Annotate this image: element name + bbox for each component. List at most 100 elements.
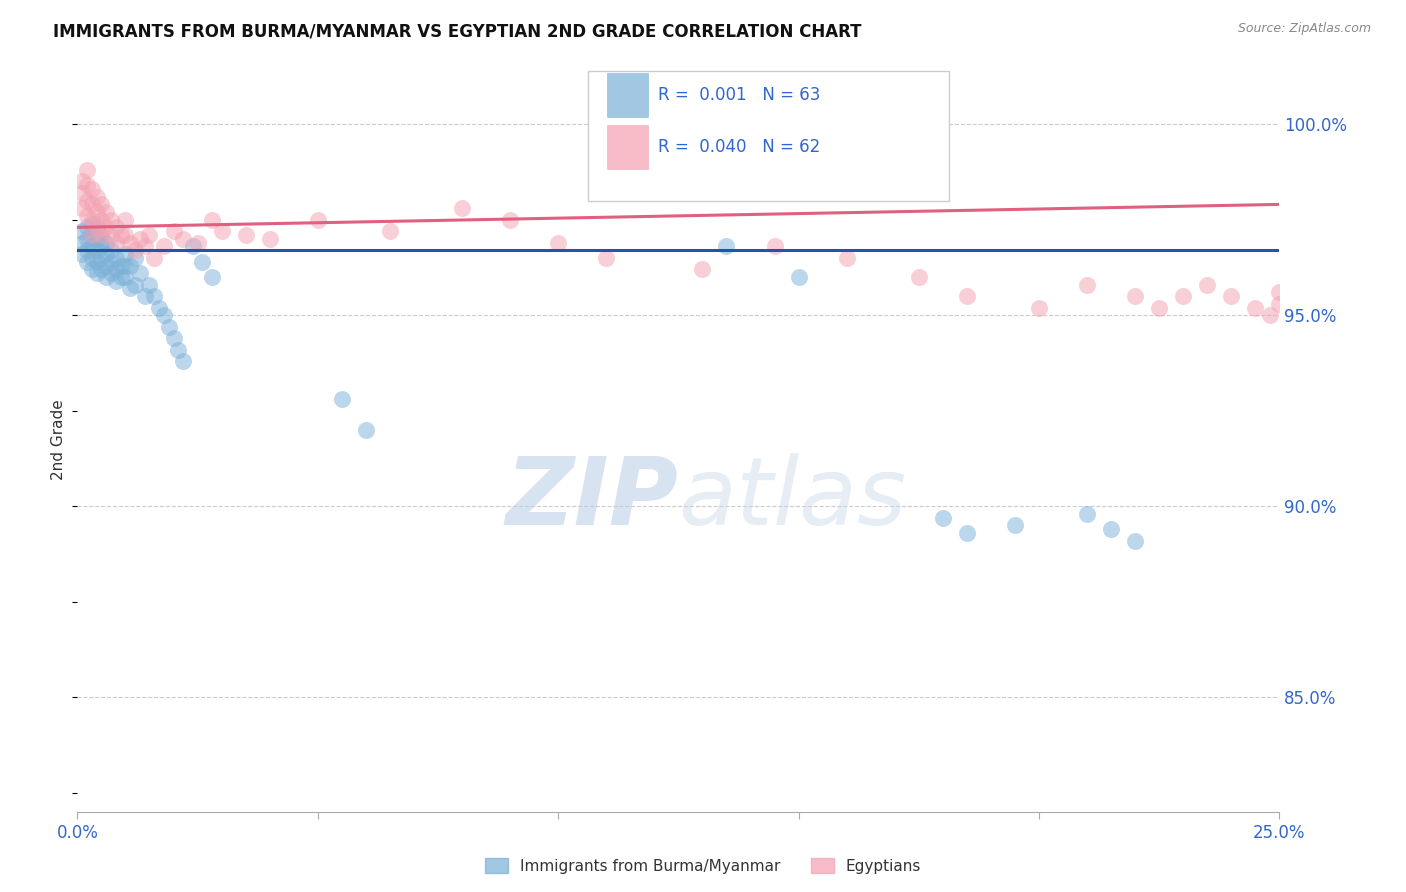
- Point: [86, 220, 108, 235]
- Point: [76, 178, 98, 193]
- Point: [70, 186, 93, 200]
- Point: [138, 227, 160, 242]
- Point: [1268, 285, 1291, 300]
- Point: [235, 227, 257, 242]
- Point: [80, 182, 103, 196]
- Point: [90, 212, 112, 227]
- Point: [956, 289, 979, 303]
- Point: [100, 244, 122, 258]
- Point: [162, 331, 184, 345]
- Point: [201, 270, 224, 285]
- Point: [104, 262, 127, 277]
- Point: [157, 319, 180, 334]
- Point: [70, 174, 93, 188]
- Point: [86, 220, 108, 235]
- Point: [1099, 522, 1122, 536]
- Point: [80, 262, 103, 277]
- Point: [76, 254, 98, 268]
- Point: [307, 212, 329, 227]
- Point: [96, 259, 118, 273]
- Point: [451, 201, 474, 215]
- Point: [104, 220, 127, 235]
- Point: [70, 224, 93, 238]
- Point: [153, 239, 176, 253]
- Text: IMMIGRANTS FROM BURMA/MYANMAR VS EGYPTIAN 2ND GRADE CORRELATION CHART: IMMIGRANTS FROM BURMA/MYANMAR VS EGYPTIA…: [53, 22, 862, 40]
- Point: [1173, 289, 1195, 303]
- Point: [716, 239, 738, 253]
- Point: [148, 301, 170, 315]
- Point: [1076, 507, 1098, 521]
- Point: [86, 254, 108, 268]
- Point: [1197, 277, 1219, 292]
- Point: [100, 227, 122, 242]
- Point: [378, 224, 401, 238]
- Text: atlas: atlas: [679, 453, 907, 544]
- Point: [956, 525, 979, 540]
- Point: [90, 197, 112, 211]
- FancyBboxPatch shape: [607, 125, 648, 169]
- Point: [1076, 277, 1098, 292]
- Point: [1028, 301, 1050, 315]
- Point: [787, 270, 810, 285]
- Point: [110, 259, 132, 273]
- Point: [104, 274, 127, 288]
- Point: [1123, 533, 1146, 548]
- Point: [499, 212, 522, 227]
- Point: [172, 232, 194, 246]
- Point: [86, 190, 108, 204]
- Point: [120, 259, 142, 273]
- Point: [1149, 301, 1171, 315]
- Point: [90, 262, 112, 277]
- Point: [80, 217, 103, 231]
- Point: [80, 251, 103, 265]
- Point: [167, 343, 190, 357]
- Text: ZIP: ZIP: [506, 453, 679, 545]
- Point: [330, 392, 353, 407]
- Point: [70, 247, 93, 261]
- Point: [908, 270, 931, 285]
- Point: [86, 266, 108, 280]
- Y-axis label: 2nd Grade: 2nd Grade: [51, 399, 66, 480]
- Point: [1244, 301, 1267, 315]
- Point: [80, 212, 103, 227]
- Point: [76, 163, 98, 178]
- Point: [124, 244, 146, 258]
- Point: [96, 205, 118, 219]
- Point: [932, 510, 955, 524]
- Point: [96, 220, 118, 235]
- Point: [134, 239, 156, 253]
- Point: [134, 289, 156, 303]
- Point: [96, 270, 118, 285]
- Point: [70, 235, 93, 250]
- Point: [110, 227, 132, 242]
- Point: [143, 251, 166, 265]
- Point: [76, 209, 98, 223]
- Point: [763, 239, 786, 253]
- Point: [80, 227, 103, 242]
- Point: [595, 251, 617, 265]
- Point: [1258, 308, 1281, 322]
- Point: [90, 251, 112, 265]
- FancyBboxPatch shape: [588, 70, 949, 201]
- Point: [201, 212, 224, 227]
- Point: [114, 212, 136, 227]
- Point: [86, 205, 108, 219]
- Point: [259, 232, 281, 246]
- Point: [90, 227, 112, 242]
- Point: [211, 224, 233, 238]
- Point: [80, 197, 103, 211]
- FancyBboxPatch shape: [607, 73, 648, 117]
- Text: R =  0.040   N = 62: R = 0.040 N = 62: [658, 138, 820, 156]
- Point: [100, 254, 122, 268]
- Point: [114, 227, 136, 242]
- Point: [181, 239, 204, 253]
- Point: [96, 235, 118, 250]
- Point: [1123, 289, 1146, 303]
- Point: [1004, 518, 1026, 533]
- Point: [114, 270, 136, 285]
- Point: [128, 266, 150, 280]
- Legend: Immigrants from Burma/Myanmar, Egyptians: Immigrants from Burma/Myanmar, Egyptians: [478, 852, 928, 880]
- Point: [354, 423, 377, 437]
- Point: [187, 235, 209, 250]
- Point: [80, 227, 103, 242]
